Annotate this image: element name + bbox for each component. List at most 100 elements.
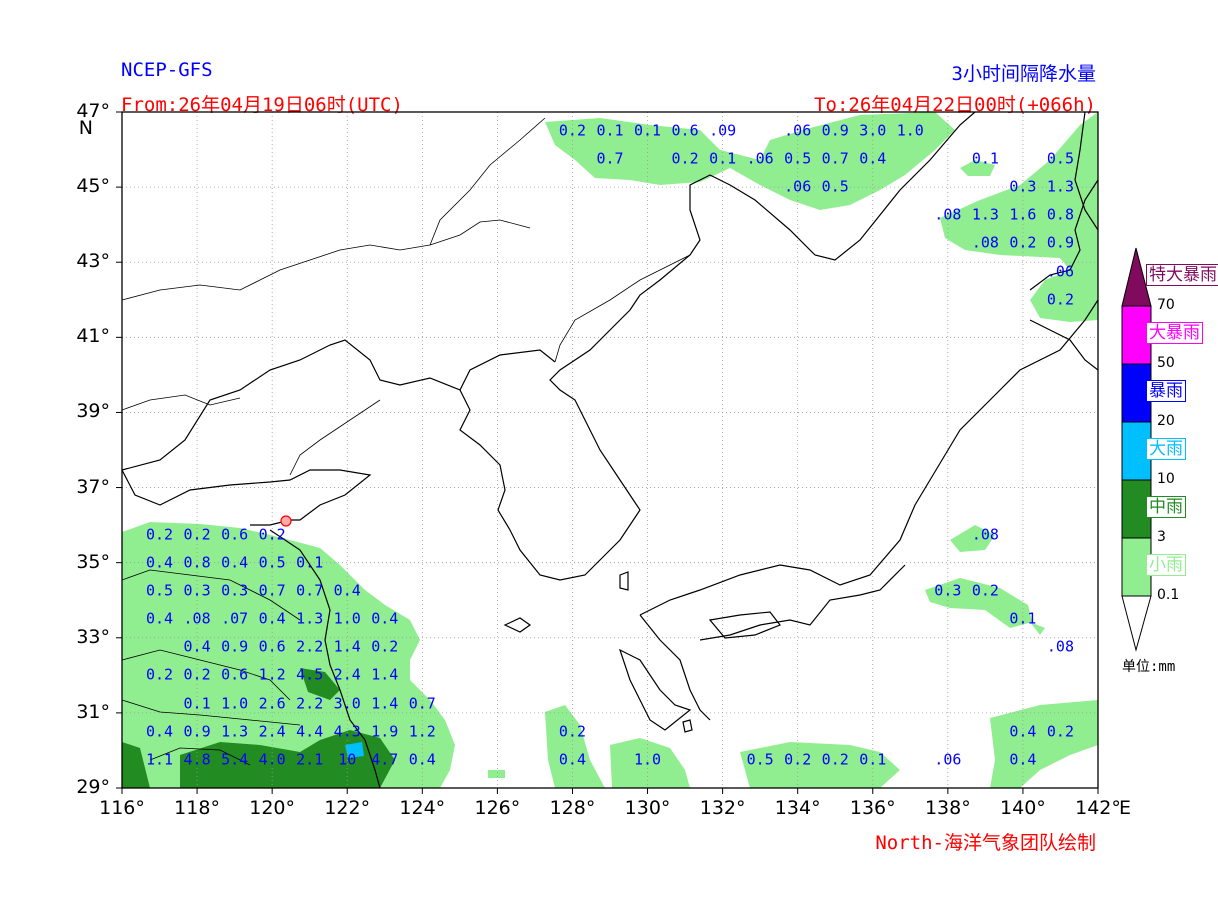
unit-label: 单位:mm [1122, 659, 1176, 675]
lat-tick-label: 31° [76, 700, 110, 723]
model-label: NCEP-GFS [121, 59, 213, 81]
graticule [122, 112, 1098, 788]
map-title: 3小时间隔降水量 [951, 63, 1096, 85]
precip-value: 4.5 [296, 665, 324, 684]
precip-value: 0.7 [596, 149, 624, 168]
precip-value: 0.1 [296, 553, 324, 572]
lat-tick-label: 47° [76, 100, 110, 122]
valid-to-label: To:26年04月22日00时(+066h) [814, 94, 1096, 116]
precip-value: 0.5 [258, 553, 286, 572]
axis-ticks [116, 111, 1099, 794]
precip-value: 2.1 [296, 750, 324, 769]
precip-value: 0.2 [558, 722, 586, 741]
precip-value: .09 [709, 121, 737, 140]
lat-tick-label: 45° [76, 175, 110, 198]
precip-value: 0.2 [1046, 722, 1074, 741]
precip-value: 0.4 [183, 637, 211, 656]
precip-value: 1.6 [1009, 205, 1037, 224]
precip-value: 0.5 [784, 149, 812, 168]
precip-value: 1.1 [145, 750, 174, 769]
precip-value: 0.7 [408, 694, 436, 712]
precip-value: 0.2 [183, 525, 211, 543]
precip-value: 4.0 [258, 750, 286, 769]
precip-value: 4.4 [296, 722, 324, 741]
precip-value: 0.7 [821, 149, 849, 168]
precip-value: .06 [1046, 262, 1074, 281]
precip-value: 0.2 [558, 121, 586, 140]
precip-value: .06 [784, 177, 812, 196]
precip-value: 4.7 [371, 750, 399, 769]
precip-value: 0.2 [371, 637, 399, 656]
precip-value: 0.4 [408, 750, 436, 769]
precip-value: 3.0 [859, 121, 887, 140]
precip-value: 3.0 [333, 694, 361, 712]
precip-value: 0.6 [671, 121, 699, 140]
precip-value: 0.3 [934, 581, 962, 600]
precip-value: 0.6 [221, 525, 249, 543]
precip-value: 0.4 [558, 750, 586, 769]
precip-value: 0.8 [1046, 205, 1074, 224]
precip-value: 0.9 [1046, 233, 1074, 252]
precip-value: 0.4 [333, 581, 361, 600]
precip-value: 0.2 [145, 665, 174, 684]
precip-value: 0.4 [258, 609, 286, 628]
precip-value: 0.9 [183, 722, 211, 741]
precip-value: 5.4 [221, 750, 249, 769]
lon-unit-label: E [1118, 797, 1132, 819]
precip-value: .06 [746, 149, 774, 168]
precip-value: 1.0 [333, 609, 361, 628]
precip-value: 1.3 [971, 205, 999, 224]
precip-value: 0.4 [859, 149, 887, 168]
precip-value: 0.4 [145, 553, 174, 572]
precip-value: 2.6 [258, 694, 286, 712]
lon-tick-label: 124° [399, 797, 446, 819]
precip-value: 0.3 [183, 581, 211, 600]
precip-value: 0.4 [371, 609, 399, 628]
lon-tick-label: 128° [549, 797, 596, 819]
precip-value: 0.2 [971, 581, 999, 600]
precip-value: 0.4 [221, 553, 249, 572]
lat-tick-label: 37° [76, 475, 110, 498]
precip-value: 0.1 [709, 149, 737, 168]
precip-value: 1.3 [1046, 177, 1074, 196]
lon-tick-label: 116° [99, 797, 145, 819]
lat-tick-label: 39° [76, 400, 110, 423]
precip-value: 1.4 [371, 665, 399, 684]
precip-value: 1.0 [221, 694, 249, 712]
lon-tick-label: 122° [324, 797, 371, 819]
precip-value: 0.5 [746, 750, 774, 769]
precip-value: 1.0 [896, 121, 924, 140]
precip-value: 0.7 [296, 581, 324, 600]
precip-value: 0.2 [183, 665, 211, 684]
precip-value: 0.4 [1009, 750, 1037, 769]
precip-value: 2.4 [258, 722, 286, 741]
valid-from-label: From:26年04月19日06时(UTC) [121, 94, 403, 116]
precip-value: 0.7 [258, 581, 286, 600]
lon-tick-label: 126° [474, 797, 521, 819]
borders [122, 117, 691, 766]
lat-tick-label: 43° [76, 250, 110, 273]
precip-value: 0.2 [1009, 233, 1037, 252]
moderate-rain-areas [122, 668, 395, 788]
lon-tick-label: 132° [699, 797, 746, 819]
precip-value: 0.2 [145, 525, 174, 543]
legend-category-label: 特大暴雨 [1146, 264, 1218, 286]
lat-tick-label: 33° [76, 625, 110, 648]
lon-tick-label: 140° [1000, 797, 1046, 819]
precip-value: 0.1 [1009, 609, 1037, 628]
precip-value: 0.3 [1009, 177, 1037, 196]
precip-value: 0.6 [221, 665, 249, 684]
precip-value: .08 [934, 205, 962, 224]
legend-threshold-label: 3 [1157, 529, 1166, 545]
lat-tick-label: 35° [76, 550, 110, 573]
precip-value: 1.0 [633, 750, 662, 769]
precip-value: 0.2 [258, 525, 286, 543]
legend-threshold-label: 50 [1157, 355, 1175, 371]
precip-value: 0.9 [221, 637, 249, 656]
precip-value: 1.9 [371, 722, 399, 741]
precip-value: 4.3 [333, 722, 361, 741]
precip-value: 0.8 [183, 553, 211, 572]
precip-value: .08 [971, 525, 999, 543]
lon-tick-label: 136° [849, 797, 896, 819]
